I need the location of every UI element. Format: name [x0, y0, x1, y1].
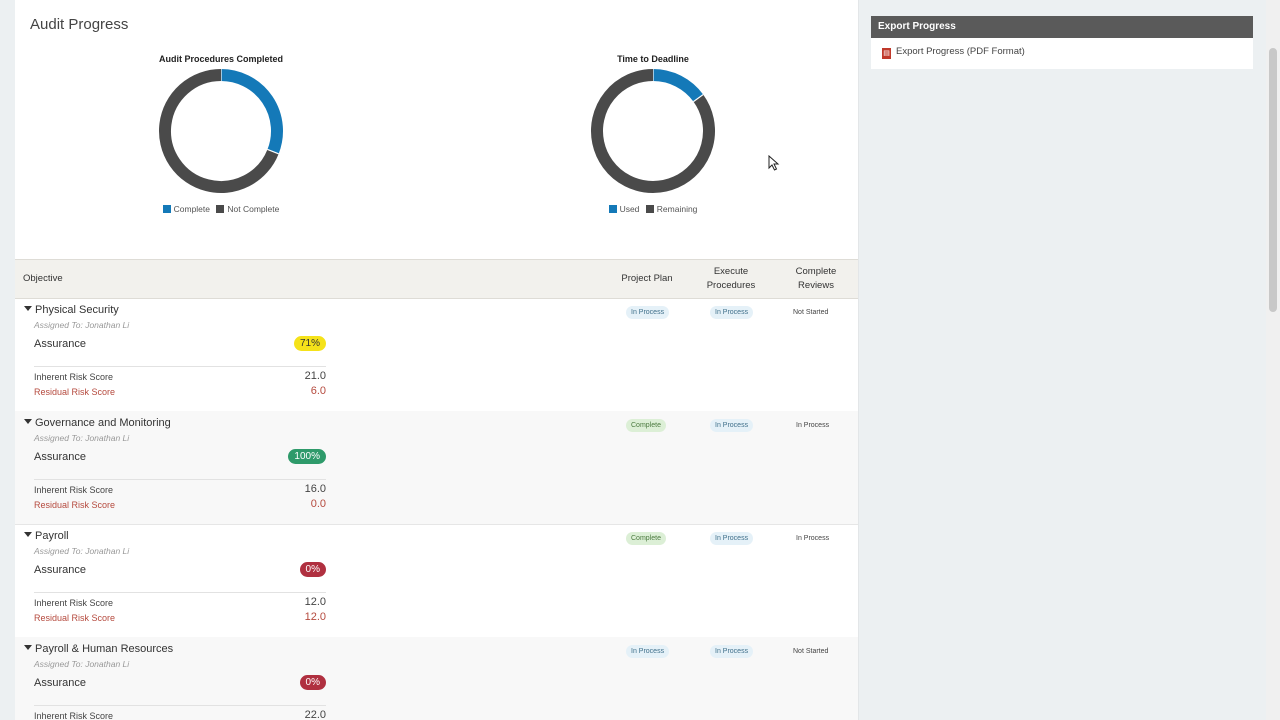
assurance-label: Assurance	[34, 564, 86, 576]
assigned-to: Assigned To: Jonathan Li	[34, 320, 130, 330]
assurance-label: Assurance	[34, 677, 86, 689]
chart-legend: Used Remaining	[543, 204, 763, 214]
assurance-badge: 0%	[299, 675, 326, 690]
chart-legend: Complete Not Complete	[111, 204, 331, 214]
assurance-badge: 100%	[288, 449, 326, 464]
residual-risk-label: Residual Risk Score	[34, 613, 116, 623]
legend-swatch	[608, 205, 617, 213]
pdf-icon: ▤	[882, 48, 891, 59]
assurance-label: Assurance	[34, 338, 86, 350]
execute-procedures-status[interactable]: In Process	[710, 306, 754, 319]
complete-reviews-status: In Process	[796, 422, 830, 429]
header-objective[interactable]: Objective	[23, 273, 63, 284]
caret-down-icon[interactable]	[24, 306, 32, 311]
objective-name[interactable]: Governance and Monitoring	[24, 417, 171, 429]
assigned-to: Assigned To: Jonathan Li	[34, 659, 130, 669]
caret-down-icon[interactable]	[24, 532, 32, 537]
inherent-risk-label: Inherent Risk Score	[34, 372, 114, 382]
objective-name[interactable]: Payroll & Human Resources	[24, 643, 173, 655]
residual-risk-label: Residual Risk Score	[34, 387, 116, 397]
donut-slice-complete[interactable]	[220, 69, 283, 154]
page-scrollbar[interactable]	[1266, 0, 1280, 720]
residual-risk-label: Residual Risk Score	[34, 500, 116, 510]
legend-item-used[interactable]: Used	[608, 204, 639, 214]
table-row: Payroll Assigned To: Jonathan Li Assuran…	[15, 524, 858, 638]
divider	[34, 592, 326, 593]
time-to-deadline-donut	[591, 69, 715, 193]
objective-name[interactable]: Physical Security	[24, 304, 119, 316]
legend-swatch	[216, 205, 225, 213]
chart-title: Time to Deadline	[617, 54, 689, 64]
execute-procedures-status[interactable]: In Process	[710, 645, 754, 658]
execute-procedures-status[interactable]: In Process	[710, 419, 754, 432]
divider	[34, 366, 326, 367]
project-plan-status[interactable]: In Process	[626, 306, 670, 319]
inherent-risk-value: 16.0	[304, 483, 326, 495]
export-progress-header: Export Progress	[871, 16, 1253, 38]
table-header: Objective Project Plan Execute Procedure…	[15, 259, 858, 299]
page-title: Audit Progress	[30, 16, 129, 33]
project-plan-status[interactable]: Complete	[626, 532, 666, 545]
table-row: Payroll & Human Resources Assigned To: J…	[15, 637, 858, 720]
scrollbar-thumb[interactable]	[1269, 48, 1277, 312]
complete-reviews-status: In Process	[796, 535, 830, 542]
inherent-risk-value: 22.0	[304, 709, 326, 720]
table-row: Governance and Monitoring Assigned To: J…	[15, 411, 858, 525]
legend-swatch	[162, 205, 171, 213]
header-project-plan[interactable]: Project Plan	[621, 273, 673, 284]
inherent-risk-label: Inherent Risk Score	[34, 711, 114, 720]
divider	[34, 705, 326, 706]
header-complete-reviews[interactable]: Complete Reviews	[795, 266, 837, 291]
divider	[34, 479, 326, 480]
project-plan-status[interactable]: In Process	[626, 645, 670, 658]
residual-risk-value: 0.0	[310, 498, 326, 510]
assurance-badge: 71%	[293, 336, 326, 351]
mouse-cursor-icon	[768, 155, 780, 171]
assigned-to: Assigned To: Jonathan Li	[34, 433, 130, 443]
caret-down-icon[interactable]	[24, 419, 32, 424]
header-execute-procedures[interactable]: Execute Procedures	[706, 266, 756, 291]
donut-slice-not-complete[interactable]	[159, 69, 279, 193]
audit-procedures-chart: Audit Procedures Completed Complete Not …	[111, 52, 331, 214]
assurance-label: Assurance	[34, 451, 86, 463]
residual-risk-value: 12.0	[304, 611, 326, 623]
slice-separator	[693, 94, 704, 103]
legend-swatch	[645, 205, 654, 213]
inherent-risk-label: Inherent Risk Score	[34, 485, 114, 495]
residual-risk-value: 6.0	[310, 385, 326, 397]
complete-reviews-status: Not Started	[793, 309, 829, 316]
audit-procedures-donut	[159, 69, 283, 193]
complete-reviews-status: Not Started	[793, 648, 829, 655]
assigned-to: Assigned To: Jonathan Li	[34, 546, 130, 556]
execute-procedures-status[interactable]: In Process	[710, 532, 754, 545]
assurance-badge: 0%	[299, 562, 326, 577]
export-pdf-link[interactable]: ▤ Export Progress (PDF Format)	[882, 46, 1025, 59]
inherent-risk-value: 21.0	[304, 370, 326, 382]
legend-item-complete[interactable]: Complete	[162, 204, 210, 214]
donut-slice-used[interactable]	[652, 69, 704, 102]
inherent-risk-label: Inherent Risk Score	[34, 598, 114, 608]
project-plan-status[interactable]: Complete	[626, 419, 666, 432]
donut-slice-remaining[interactable]	[591, 69, 715, 193]
main-panel: Audit Progress Audit Procedures Complete…	[15, 0, 859, 720]
chart-title: Audit Procedures Completed	[158, 54, 284, 64]
legend-item-remaining[interactable]: Remaining	[645, 204, 697, 214]
objective-name[interactable]: Payroll	[24, 530, 69, 542]
slice-separator	[267, 148, 279, 155]
table-row: Physical Security Assigned To: Jonathan …	[15, 298, 858, 412]
time-to-deadline-chart: Time to Deadline Used Remaining	[543, 52, 763, 214]
inherent-risk-value: 12.0	[304, 596, 326, 608]
export-progress-panel: Export Progress ▤ Export Progress (PDF Fo…	[871, 16, 1253, 69]
caret-down-icon[interactable]	[24, 645, 32, 650]
legend-item-not-complete[interactable]: Not Complete	[216, 204, 279, 214]
